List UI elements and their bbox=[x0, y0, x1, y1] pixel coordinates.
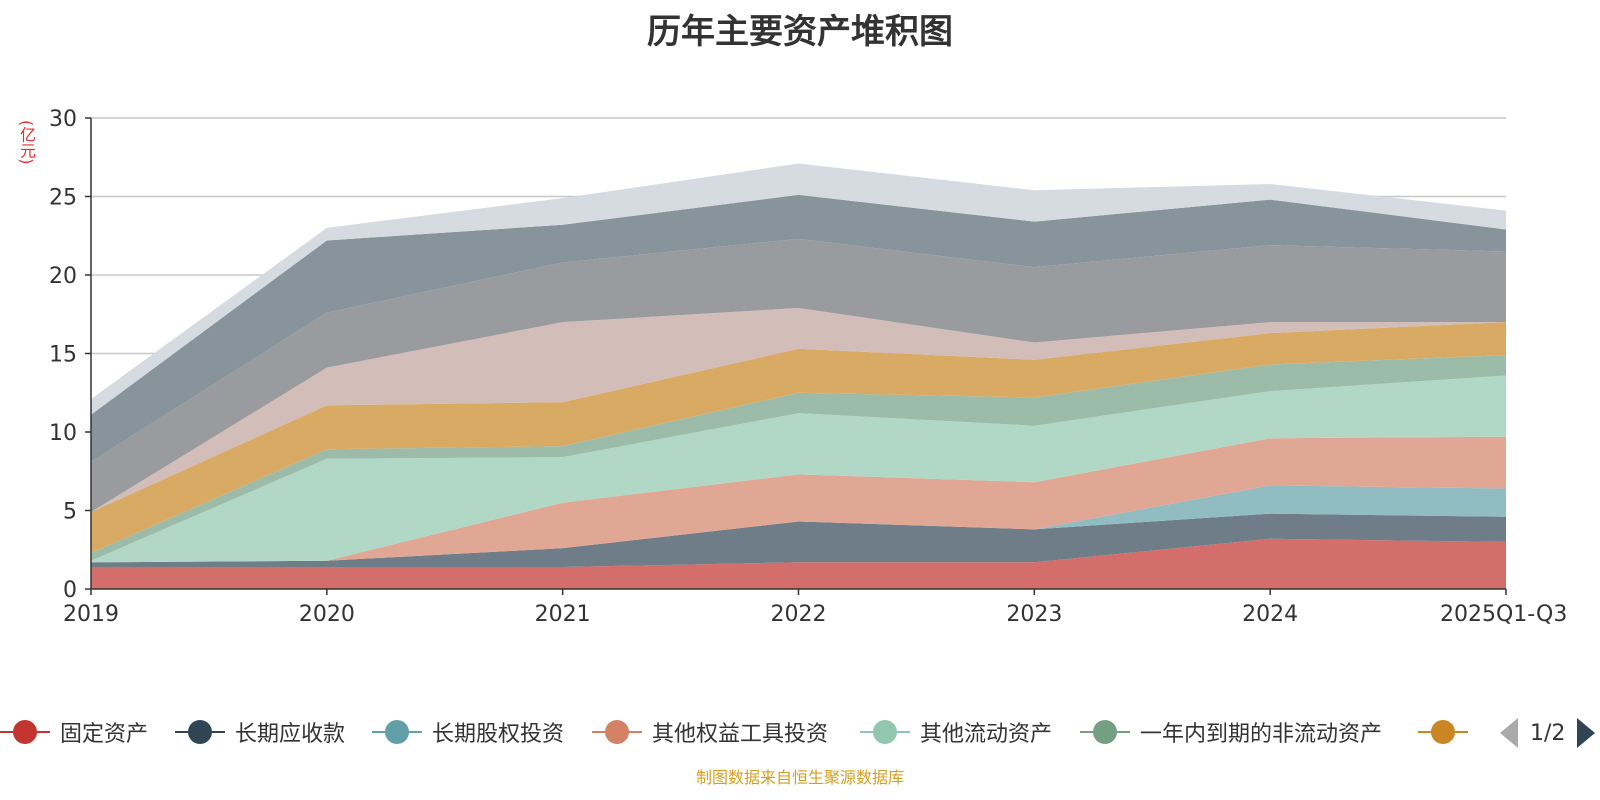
area-series bbox=[91, 163, 1506, 589]
area-series-5[interactable] bbox=[91, 355, 1506, 561]
legend-item-inventory-truncated[interactable] bbox=[1418, 712, 1478, 752]
legend-prev-page-icon[interactable] bbox=[1500, 718, 1518, 748]
legend-marker bbox=[372, 712, 422, 752]
x-tick-label: 2023 bbox=[1006, 602, 1062, 627]
legend-dot bbox=[385, 720, 409, 744]
y-tick-label: 5 bbox=[63, 500, 77, 525]
x-tick-label: 2024 bbox=[1242, 602, 1298, 627]
legend-item-long-term-equity-investment[interactable]: 长期股权投资 bbox=[372, 712, 564, 752]
legend-marker bbox=[175, 712, 225, 752]
legend-label: 长期股权投资 bbox=[432, 722, 565, 747]
legend-item-fixed-assets[interactable]: 固定资产 bbox=[0, 712, 148, 752]
area-series-1[interactable] bbox=[91, 513, 1506, 568]
legend-marker bbox=[0, 712, 50, 752]
legend-pager: 1/2 bbox=[1500, 718, 1596, 748]
legend-dot bbox=[188, 720, 212, 744]
legend-marker bbox=[860, 712, 910, 752]
x-tick-label: 2020 bbox=[299, 602, 355, 627]
legend-item-long-term-receivables[interactable]: 长期应收款 bbox=[175, 712, 345, 752]
legend-item-other-equity-instruments[interactable]: 其他权益工具投资 bbox=[592, 712, 828, 752]
x-tick-label: 2025Q1-Q3 bbox=[1440, 602, 1567, 627]
legend-page-indicator: 1/2 bbox=[1530, 720, 1566, 746]
y-tick-label: 0 bbox=[63, 578, 77, 603]
legend: 固定资产 长期应收款 长期股权投资 其他权益工具投资 其他流动资产 bbox=[0, 712, 1600, 752]
x-tick-label: 2022 bbox=[771, 602, 827, 627]
area-series-0[interactable] bbox=[91, 538, 1506, 589]
legend-label: 长期应收款 bbox=[235, 722, 346, 747]
chart-title: 历年主要资产堆积图 bbox=[647, 12, 953, 52]
legend-item-non-current-due-within-year[interactable]: 一年内到期的非流动资产 bbox=[1080, 712, 1382, 752]
legend-marker bbox=[592, 712, 642, 752]
legend-item-other-current-assets[interactable]: 其他流动资产 bbox=[860, 712, 1052, 752]
legend-dot bbox=[605, 720, 629, 744]
y-tick-label: 30 bbox=[49, 107, 77, 132]
axes bbox=[85, 117, 1507, 595]
tick-labels: 0 5 10 15 20 25 30 2019 2020 2021 2022 2023 2024 2025… bbox=[49, 107, 1567, 627]
legend-dot bbox=[1431, 720, 1455, 744]
legend-label: 固定资产 bbox=[60, 722, 149, 747]
legend-dot bbox=[1093, 720, 1117, 744]
y-tick-label: 20 bbox=[49, 264, 77, 289]
y-axis-unit-label: (亿元) bbox=[17, 120, 36, 165]
x-tick-label: 2021 bbox=[535, 602, 591, 627]
legend-label: 其他流动资产 bbox=[920, 722, 1053, 747]
legend-label: 其他权益工具投资 bbox=[652, 722, 829, 747]
y-tick-label: 10 bbox=[49, 421, 77, 446]
area-series-9[interactable] bbox=[91, 194, 1506, 462]
legend-next-page-icon[interactable] bbox=[1577, 718, 1596, 748]
data-source-note: 制图数据来自恒生聚源数据库 bbox=[695, 768, 904, 787]
legend-dot bbox=[13, 720, 37, 744]
legend-marker bbox=[1080, 712, 1130, 752]
legend-label: 一年内到期的非流动资产 bbox=[1140, 722, 1383, 747]
area-series-8[interactable] bbox=[91, 238, 1506, 513]
stacked-area-chart: 0 5 10 15 20 25 30 2019 2020 2021 2022 2023 2024 2025… bbox=[49, 107, 1567, 627]
y-tick-label: 25 bbox=[49, 186, 77, 211]
area-series-10[interactable] bbox=[91, 163, 1506, 415]
legend-marker bbox=[1418, 712, 1468, 752]
y-tick-label: 15 bbox=[49, 343, 77, 368]
legend-dot bbox=[873, 720, 897, 744]
area-series-7[interactable] bbox=[91, 307, 1506, 513]
area-series-4[interactable] bbox=[91, 375, 1506, 563]
area-series-6[interactable] bbox=[91, 322, 1506, 553]
x-tick-label: 2019 bbox=[63, 602, 119, 627]
area-series-2[interactable] bbox=[91, 485, 1506, 563]
area-series-3[interactable] bbox=[91, 436, 1506, 563]
